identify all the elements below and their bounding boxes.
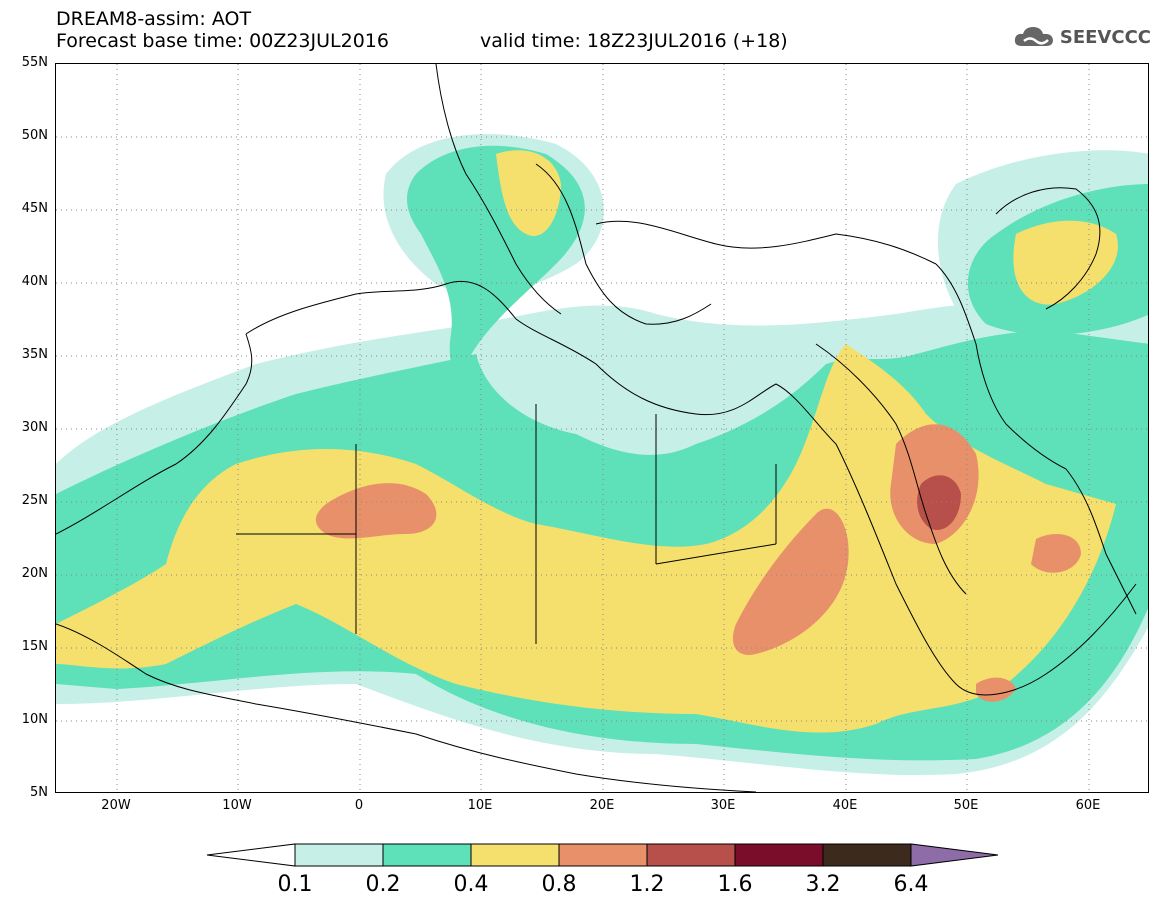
colorbar	[206, 843, 999, 867]
lon-label: 60E	[1075, 798, 1101, 813]
colorbar-segment	[646, 843, 736, 867]
lat-label: 25N	[21, 493, 48, 508]
colorbar-segment	[822, 843, 912, 867]
colorbar-label: 0.4	[453, 872, 489, 897]
logo-text: SEEVCCC	[1059, 26, 1151, 48]
colorbar-label: 3.2	[805, 872, 841, 897]
colorbar-label: 0.8	[541, 872, 577, 897]
lon-label: 10W	[222, 798, 252, 813]
map-title: DREAM8-assim: AOT	[56, 8, 252, 30]
lon-label: 0	[354, 798, 364, 813]
colorbar-segment	[382, 843, 472, 867]
cloud-icon	[1014, 27, 1053, 46]
colorbar-label: 0.2	[365, 872, 401, 897]
lat-label: 15N	[21, 639, 48, 654]
forecast-base-time: Forecast base time: 00Z23JUL2016	[56, 30, 389, 52]
lat-label: 35N	[21, 347, 48, 362]
lon-label: 50E	[953, 798, 979, 813]
lon-label: 10E	[467, 798, 493, 813]
colorbar-label: 1.2	[629, 872, 665, 897]
colorbar-segment	[470, 843, 560, 867]
colorbar-segment	[294, 843, 384, 867]
lat-label: 30N	[21, 420, 48, 435]
colorbar-high-arrow	[910, 843, 999, 867]
lon-label: 30E	[710, 798, 736, 813]
lat-label: 20N	[21, 566, 48, 581]
lon-label: 40E	[832, 798, 858, 813]
colorbar-label: 1.6	[717, 872, 753, 897]
lat-label: 40N	[21, 274, 48, 289]
lat-label: 55N	[21, 55, 48, 70]
lon-label: 20E	[589, 798, 615, 813]
lon-label: 20W	[101, 798, 131, 813]
colorbar-segment	[734, 843, 824, 867]
colorbar-label: 0.1	[277, 872, 313, 897]
lat-label: 45N	[21, 201, 48, 216]
lat-label: 10N	[21, 712, 48, 727]
colorbar-low-arrow	[206, 843, 296, 867]
aot-map	[55, 63, 1149, 793]
colorbar-segment	[558, 843, 648, 867]
seevccc-logo: SEEVCCC	[1012, 24, 1151, 50]
lat-label: 5N	[30, 785, 48, 800]
map-canvas	[56, 64, 1148, 792]
colorbar-label: 6.4	[893, 872, 929, 897]
lat-label: 50N	[21, 128, 48, 143]
valid-time: valid time: 18Z23JUL2016 (+18)	[480, 30, 788, 52]
